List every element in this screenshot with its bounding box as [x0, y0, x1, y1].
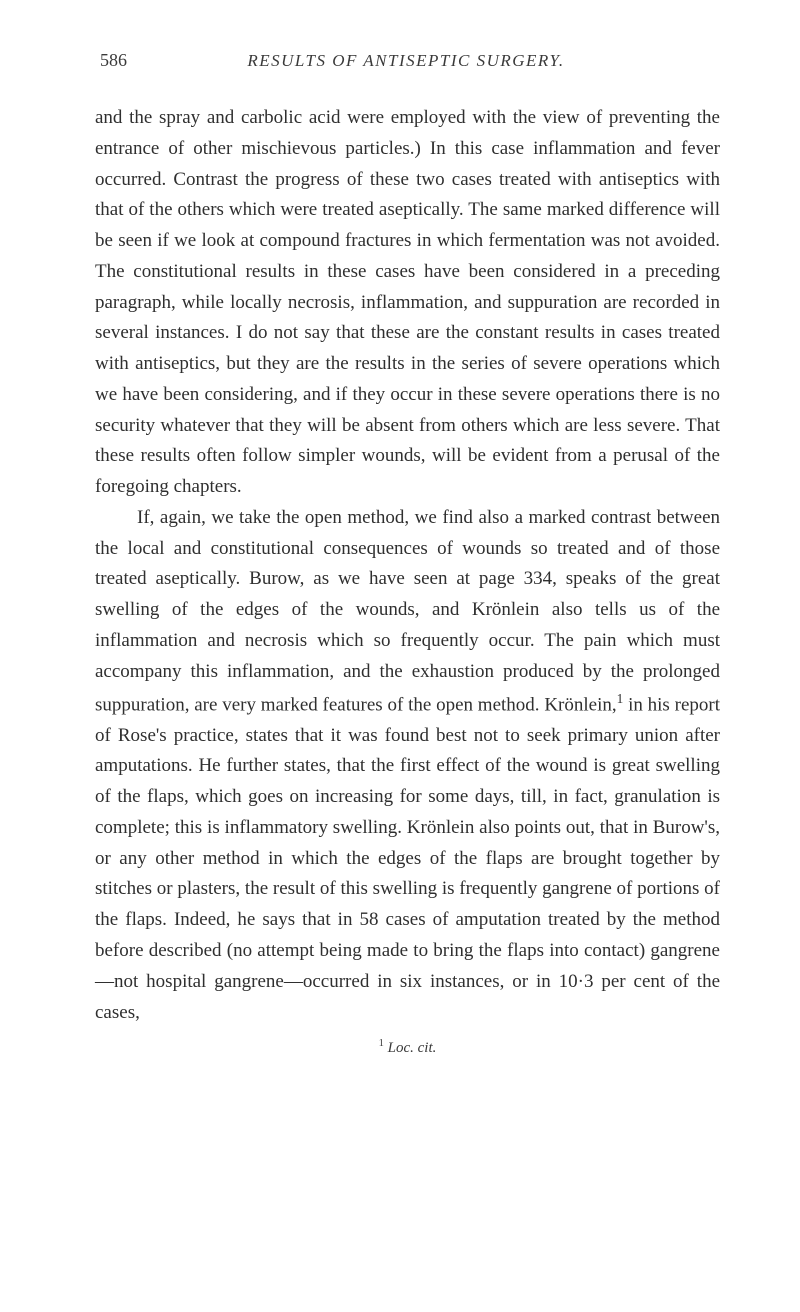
- body-text-container: and the spray and carbolic acid were emp…: [95, 103, 720, 1028]
- page-number: 586: [100, 50, 127, 71]
- paragraph-2-part1: If, again, we take the open method, we f…: [95, 507, 720, 715]
- running-title: RESULTS OF ANTISEPTIC SURGERY.: [247, 51, 564, 71]
- footnote: 1 Loc. cit.: [95, 1038, 720, 1057]
- page-header: 586 RESULTS OF ANTISEPTIC SURGERY.: [95, 50, 720, 71]
- footnote-marker: 1: [379, 1038, 384, 1049]
- paragraph-2-part2: in his report of Rose's practice, states…: [95, 694, 720, 1023]
- footnote-text: Loc. cit.: [388, 1040, 437, 1056]
- paragraph-2: If, again, we take the open method, we f…: [95, 503, 720, 1028]
- paragraph-1: and the spray and carbolic acid were emp…: [95, 103, 720, 503]
